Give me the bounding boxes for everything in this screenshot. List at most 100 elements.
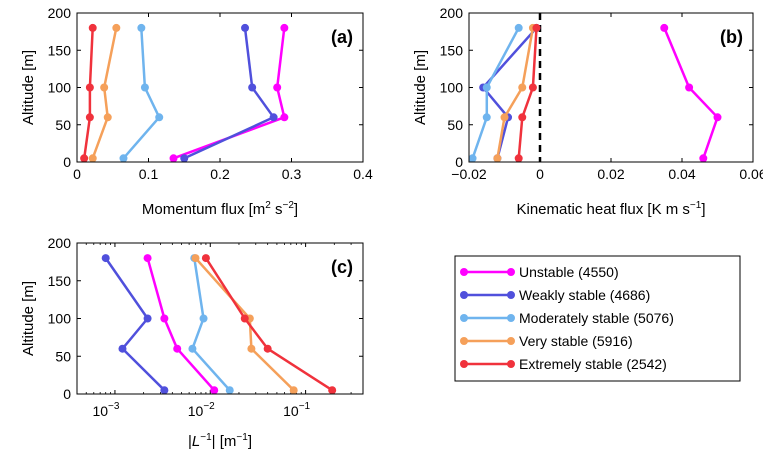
data-point xyxy=(280,23,289,32)
data-point xyxy=(500,113,509,122)
series-2 xyxy=(119,23,164,163)
y-tick-label: 50 xyxy=(55,117,71,133)
series-line xyxy=(496,27,535,159)
series-line xyxy=(204,257,333,392)
y-tick-label: 100 xyxy=(440,80,464,96)
series-1 xyxy=(180,23,278,163)
x-axis-label: |L−1| [m−1] xyxy=(188,432,252,450)
x-tick-label: 0 xyxy=(73,166,81,182)
panel-label: (c) xyxy=(331,257,353,277)
y-tick-label: 0 xyxy=(63,154,71,170)
legend-marker xyxy=(507,337,515,345)
legend-item: Moderately stable (5076) xyxy=(460,310,674,326)
y-tick-label: 0 xyxy=(455,154,463,170)
panel-a: 0 0.1 0.2 0.3 0.4 0 50 100 150 200 (a) Altitude [m]… xyxy=(20,5,373,218)
data-point xyxy=(160,314,169,323)
y-tick-label: 50 xyxy=(55,348,71,364)
data-point xyxy=(169,154,178,163)
x-axis-label: Momentum flux [m2 s−2] xyxy=(142,200,298,218)
x-axis-label: Kinematic heat flux [K m s−1] xyxy=(517,200,706,218)
data-point xyxy=(328,386,337,395)
ticks xyxy=(77,242,363,395)
data-point xyxy=(514,23,523,32)
legend-marker xyxy=(460,360,468,368)
series-line xyxy=(517,27,538,159)
legend-item: Extremely stable (2542) xyxy=(460,356,667,372)
data-point xyxy=(248,83,257,92)
data-point xyxy=(100,83,109,92)
data-point xyxy=(269,113,278,122)
legend-marker xyxy=(460,314,468,322)
series-line xyxy=(481,27,538,159)
legend-label: Unstable (4550) xyxy=(519,264,619,280)
series-line xyxy=(471,27,520,159)
legend-item: Unstable (4550) xyxy=(460,264,619,280)
x-tick-label: 0.02 xyxy=(597,166,624,182)
data-point xyxy=(119,154,128,163)
data-point xyxy=(173,344,182,353)
data-point xyxy=(518,113,527,122)
data-point xyxy=(180,154,189,163)
data-point xyxy=(85,113,94,122)
legend-marker xyxy=(460,291,468,299)
y-tick-label: 200 xyxy=(48,235,72,251)
y-tick-label: 200 xyxy=(440,5,464,21)
legend-label: Extremely stable (2542) xyxy=(519,356,667,372)
series-3 xyxy=(88,23,121,163)
series-4 xyxy=(514,23,541,163)
data-point xyxy=(273,83,282,92)
x-tick-label: 0 xyxy=(536,166,544,182)
y-tick-label: 100 xyxy=(48,80,72,96)
series-0 xyxy=(143,254,219,395)
series-0 xyxy=(169,23,289,163)
x-tick-label: 0.4 xyxy=(353,166,373,182)
y-axis-label: Altitude [m] xyxy=(20,281,37,356)
y-tick-label: 150 xyxy=(48,273,72,289)
data-point xyxy=(210,386,219,395)
x-tick-label: 0.04 xyxy=(668,166,695,182)
data-point xyxy=(191,254,200,263)
series-line xyxy=(82,27,94,159)
panel-label: (a) xyxy=(331,27,353,47)
data-point xyxy=(713,113,722,122)
plot-frame xyxy=(468,12,754,163)
data-point xyxy=(493,154,502,163)
series-0 xyxy=(660,23,722,163)
data-point xyxy=(660,23,669,32)
data-point xyxy=(699,154,708,163)
data-point xyxy=(140,83,149,92)
legend-marker xyxy=(460,337,468,345)
y-axis-label: Altitude [m] xyxy=(20,50,37,125)
data-point xyxy=(482,83,491,92)
y-tick-label: 50 xyxy=(447,117,463,133)
plot-frame xyxy=(76,12,364,163)
data-point xyxy=(685,83,694,92)
x-tick-label: 10−3 xyxy=(92,401,119,419)
legend-label: Very stable (5916) xyxy=(519,333,633,349)
data-point xyxy=(532,23,541,32)
data-point xyxy=(155,113,164,122)
y-tick-label: 150 xyxy=(48,42,72,58)
x-tick-label: 0.1 xyxy=(139,166,159,182)
data-point xyxy=(247,344,256,353)
data-point xyxy=(514,154,523,163)
series-line xyxy=(191,257,231,392)
plot-frame xyxy=(76,242,364,395)
data-point xyxy=(137,23,146,32)
data-point xyxy=(225,386,234,395)
series-4 xyxy=(201,254,337,395)
legend-marker xyxy=(460,268,468,276)
data-point xyxy=(199,314,208,323)
legend-marker xyxy=(507,360,515,368)
y-tick-label: 0 xyxy=(63,386,71,402)
legend-item: Very stable (5916) xyxy=(460,333,633,349)
legend-marker xyxy=(507,291,515,299)
x-tick-label: −0.02 xyxy=(451,166,487,182)
panel-c: 10−3 10−2 10−1 0 50 100 150 200 (c) Altitude [m] |… xyxy=(20,235,364,450)
series-line xyxy=(146,257,216,392)
data-point xyxy=(112,23,121,32)
ticks xyxy=(76,12,364,163)
legend-label: Moderately stable (5076) xyxy=(519,310,674,326)
series-2 xyxy=(468,23,523,163)
x-tick-label: 0.06 xyxy=(739,166,763,182)
